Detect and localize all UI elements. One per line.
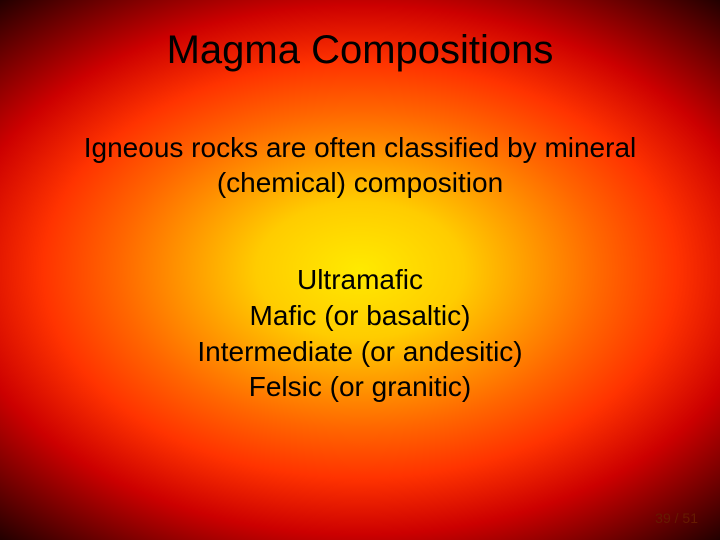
- list-item: Felsic (or granitic): [0, 369, 720, 405]
- slide: Magma Compositions Igneous rocks are oft…: [0, 0, 720, 540]
- slide-subtitle: Igneous rocks are often classified by mi…: [0, 130, 720, 200]
- list-item: Intermediate (or andesitic): [0, 334, 720, 370]
- subtitle-line-2: (chemical) composition: [217, 167, 503, 198]
- slide-title: Magma Compositions: [0, 28, 720, 73]
- list-item: Ultramafic: [0, 262, 720, 298]
- page-current: 39: [655, 510, 671, 526]
- page-sep: /: [671, 510, 683, 526]
- page-number: 39 / 51: [655, 510, 698, 526]
- composition-list: Ultramafic Mafic (or basaltic) Intermedi…: [0, 262, 720, 405]
- page-total: 51: [682, 510, 698, 526]
- subtitle-line-1: Igneous rocks are often classified by mi…: [84, 132, 637, 163]
- list-item: Mafic (or basaltic): [0, 298, 720, 334]
